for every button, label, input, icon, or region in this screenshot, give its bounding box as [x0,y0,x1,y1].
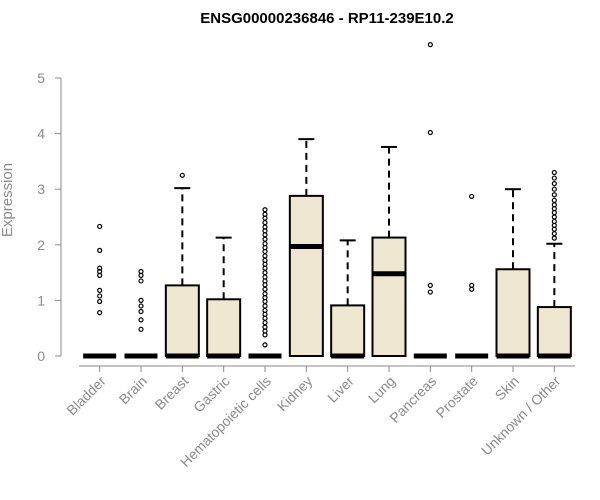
outlier-point [262,303,268,309]
outlier-point [262,286,268,292]
outlier-point [427,42,433,48]
box-body [495,268,531,358]
box-kidney [288,138,324,357]
outlier-point [138,308,144,315]
box-skin [495,188,531,359]
outlier-point [262,270,268,276]
outlier-point [138,303,144,309]
outlier-point [551,186,557,192]
outlier-point [551,235,557,241]
y-tick-label: 1 [37,292,45,308]
box-body [288,194,324,357]
x-tick-label: Skin [492,373,523,404]
box-gastric [206,236,242,359]
box-body [206,298,242,357]
outlier-point [262,342,268,348]
outlier-point [551,169,557,176]
x-tick-label: Prostate [433,373,481,421]
y-tick-label: 2 [37,237,45,253]
x-tick-label: Bladder [63,373,109,419]
outlier-point [97,247,103,253]
outlier-point [138,272,144,278]
outlier-point [97,293,103,299]
outlier-point [427,289,433,295]
outlier-point [469,286,475,292]
y-tick-label: 5 [37,70,45,86]
x-tick-label: Liver [324,373,357,406]
x-tick-label: Lung [365,373,398,406]
box-prostate [455,193,489,359]
outlier-point [551,197,557,203]
outlier-point [97,223,103,230]
outlier-point [179,172,185,178]
outlier-point [262,253,268,259]
outlier-point [262,219,268,226]
box-bladder [83,223,117,359]
y-tick-label: 3 [37,181,45,197]
box-series [83,42,572,359]
box-body [330,304,366,357]
outlier-point [551,214,557,220]
outlier-point [138,317,144,323]
outlier-point [97,310,103,316]
outlier-point [138,278,144,284]
y-tick-label: 0 [37,348,45,364]
outlier-point [97,272,103,278]
x-tick-label: Breast [152,373,192,413]
outlier-point [551,192,557,198]
box-body [164,284,200,357]
y-axis-title: Expression [0,163,16,237]
outlier-point [262,236,268,242]
outlier-point [97,265,103,271]
outlier-point [469,193,475,200]
box-brain [124,268,158,359]
outlier-point [427,282,433,288]
outlier-point [427,129,433,136]
box-body [371,236,407,358]
box-unknown-other [536,169,572,359]
outlier-point [138,326,144,332]
y-axis: 0 1 2 3 4 5 [37,70,61,364]
outlier-point [551,175,557,181]
outlier-point [551,231,557,237]
box-hematopoietic-cells [248,207,282,359]
outlier-point [138,297,144,303]
box-body [536,306,572,357]
outlier-point [551,181,557,187]
box-liver [330,239,366,359]
chart-title: ENSG00000236846 - RP11-239E10.2 [200,10,454,27]
box-lung [371,145,407,358]
x-tick-label: Brain [116,373,150,407]
outlier-point [97,287,103,293]
outlier-point [97,298,103,305]
box-breast [164,172,200,359]
x-tick-label: Kidney [274,373,316,415]
y-tick-label: 4 [37,126,45,142]
outlier-point [262,207,268,213]
box-pancreas [413,42,447,359]
outlier-point [262,332,268,338]
outlier-point [262,320,268,326]
